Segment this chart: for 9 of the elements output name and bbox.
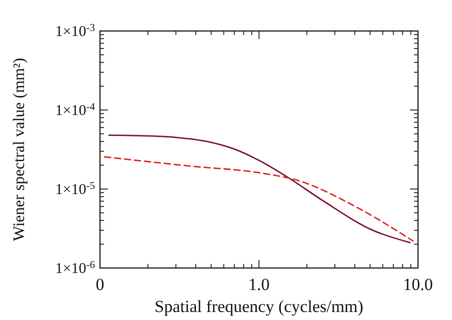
y-tick-label: 1×10$^{-4}$ (55, 102, 96, 119)
y-tick-label: 1×10$^{-3}$ (55, 22, 95, 40)
x-tick-label: 0 (96, 275, 104, 294)
x-tick-label: 10.0 (403, 275, 433, 294)
x-tick-label: 1.0 (248, 275, 270, 294)
y-tick-label: 1×10$^{-5}$ (55, 180, 95, 198)
y-axis-title: Wiener spectral value (mm²) (11, 58, 28, 242)
y-tick-label: 1×10$^{-6}$ (55, 260, 95, 277)
x-axis-title: Spatial frequency (cycles/mm) (154, 297, 364, 316)
